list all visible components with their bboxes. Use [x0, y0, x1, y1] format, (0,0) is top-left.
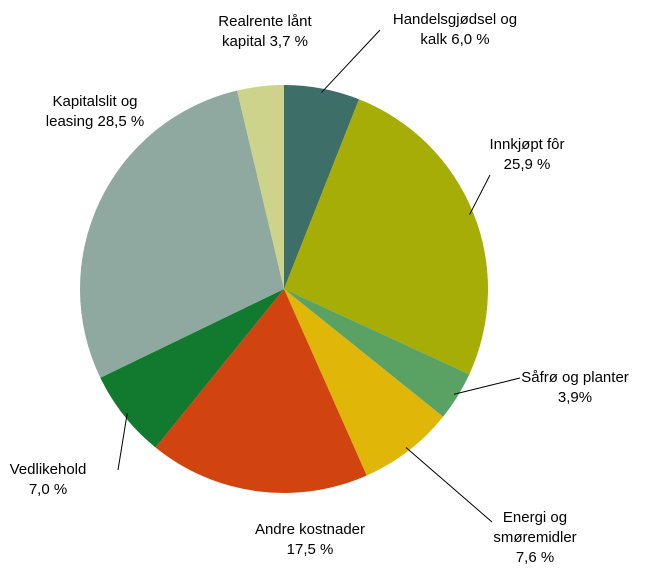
value-label: 17,5 % — [286, 541, 334, 558]
category-label: Andre kostnader — [254, 521, 366, 538]
slice-label: Realrente lånt kapital 3,7 % — [208, 12, 323, 52]
slice-label: Kapitalslit og leasing 28,5 % — [38, 92, 153, 132]
category-label: Handelsgjødsel og kalk — [392, 11, 518, 48]
category-label: Realrente lånt kapital — [218, 13, 312, 50]
leader-line — [117, 413, 128, 471]
slice-label: Innkjøpt fôr 25,9 % — [477, 135, 577, 175]
pie-slice — [79, 90, 284, 378]
leader-line — [453, 377, 521, 395]
value-label: 25,9 % — [503, 156, 551, 173]
slice-label: Vedlikehold 7,0 % — [3, 460, 93, 500]
slice-label: Handelsgjødsel og kalk 6,0 % — [380, 10, 530, 50]
pie-slice — [284, 289, 444, 476]
value-label: 3,9% — [557, 389, 593, 406]
pie-slice — [237, 85, 284, 289]
value-label: 6,0 % — [451, 31, 490, 48]
value-label: 7,6 % — [515, 549, 555, 566]
pie-slice — [284, 99, 488, 375]
slice-label: Energi og smøremidler 7,6 % — [485, 508, 585, 568]
leader-line — [321, 29, 381, 93]
pie-slice — [155, 289, 367, 494]
category-label: Kapitalslit og leasing — [45, 93, 138, 130]
value-label: 28,5 % — [97, 113, 145, 130]
pie-slice — [100, 289, 284, 448]
leader-line — [469, 174, 491, 215]
slice-label: Andre kostnader 17,5 % — [245, 520, 375, 560]
category-label: Innkjøpt fôr — [489, 136, 565, 153]
category-label: Energi og smøremidler — [493, 509, 577, 546]
slice-label: Såfrø og planter 3,9% — [510, 368, 640, 408]
category-label: Vedlikehold — [9, 461, 87, 478]
value-label: 3,7 % — [269, 33, 308, 50]
value-label: 7,0 % — [28, 481, 68, 498]
leader-line — [405, 447, 493, 523]
pie-slice — [284, 85, 360, 289]
pie-slice — [284, 289, 470, 417]
category-label: Såfrø og planter — [521, 369, 629, 386]
